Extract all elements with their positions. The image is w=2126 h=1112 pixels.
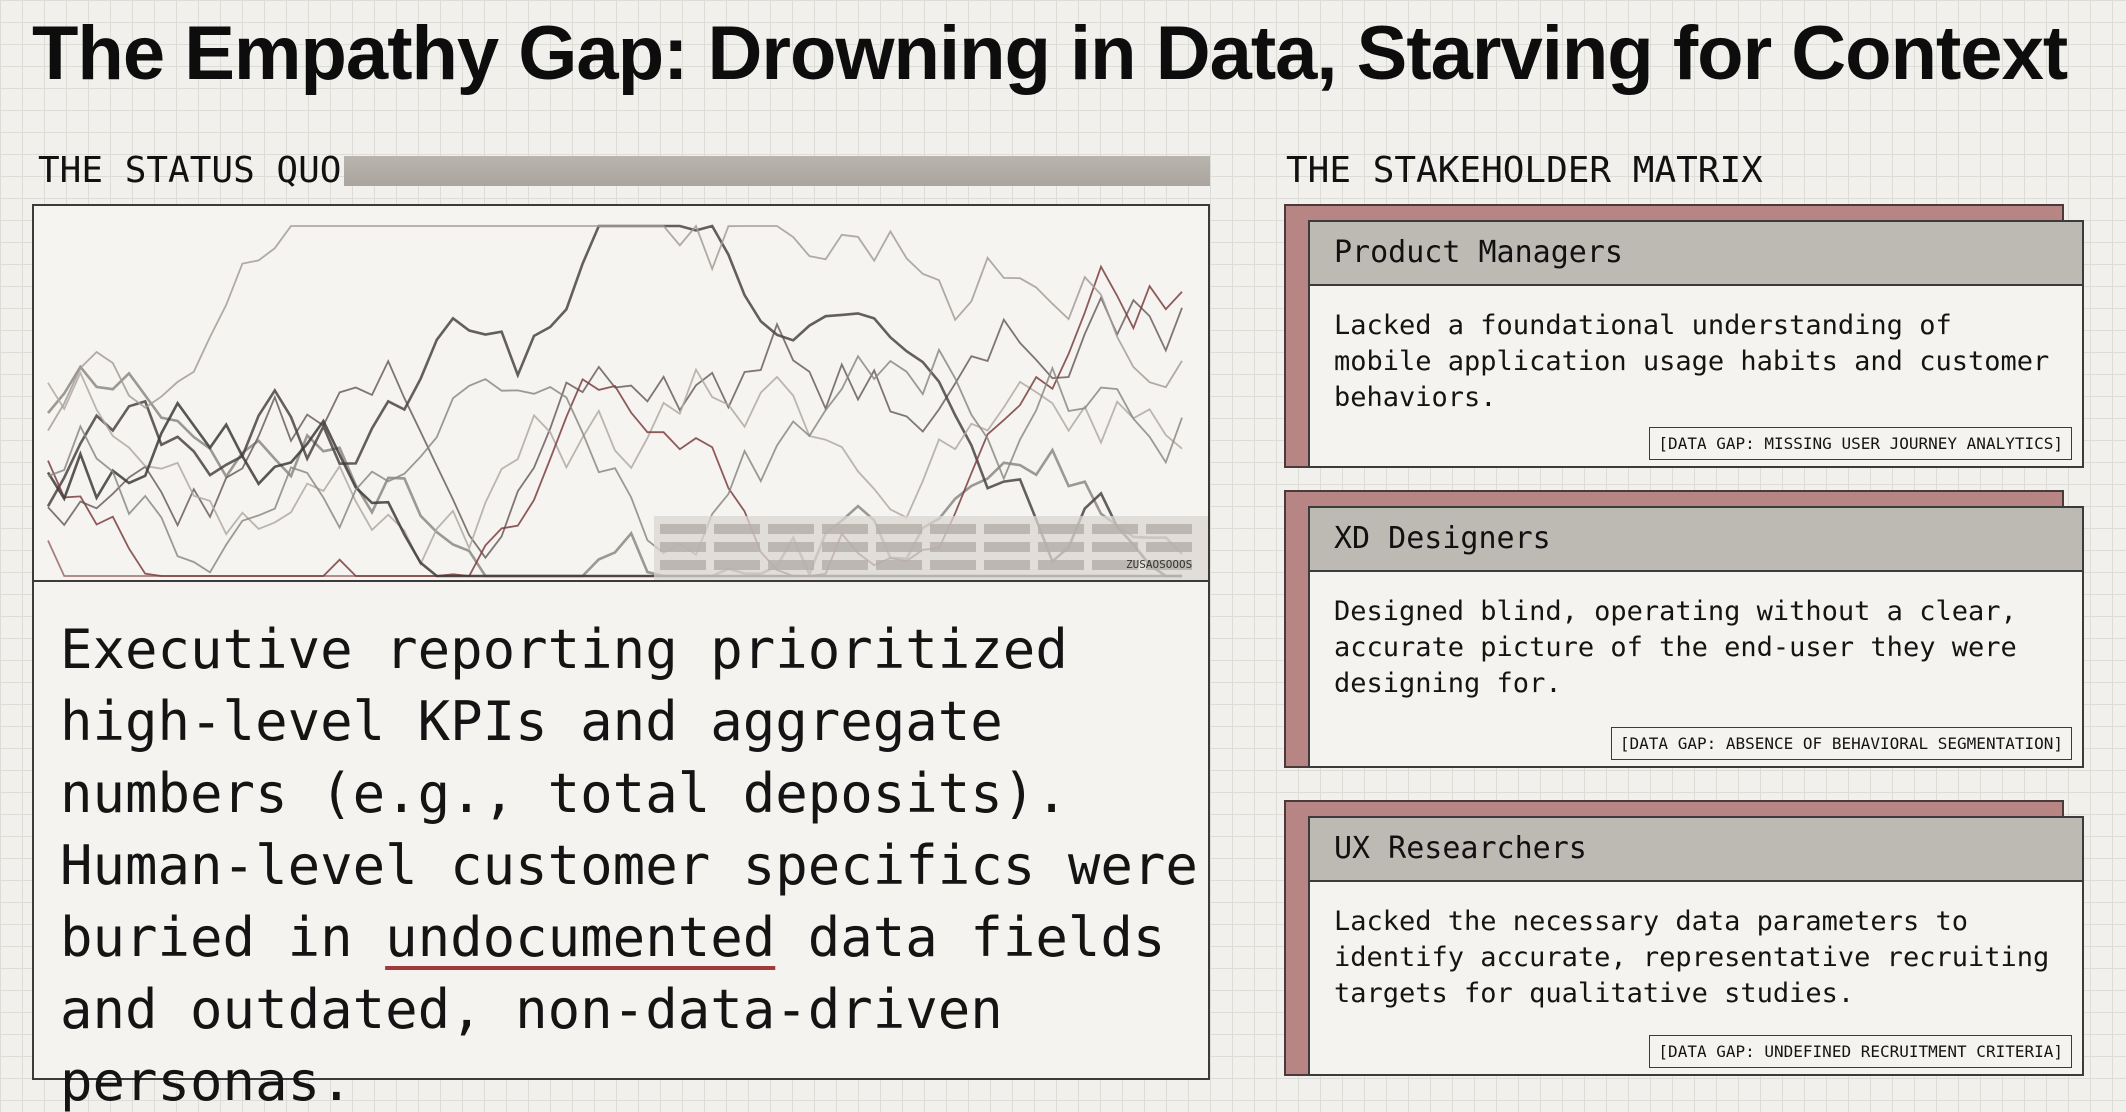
status-quo-label: THE STATUS QUO — [38, 150, 342, 191]
noisy-data-lines: ZUSAOSOOOS — [46, 224, 1208, 580]
card-face: UX Researchers Lacked the necessary data… — [1308, 816, 2084, 1076]
data-gap-tag: [DATA GAP: MISSING USER JOURNEY ANALYTIC… — [1649, 427, 2072, 460]
card-face: Product Managers Lacked a foundational u… — [1308, 220, 2084, 468]
data-gap-tag: [DATA GAP: ABSENCE OF BEHAVIORAL SEGMENT… — [1610, 727, 2072, 760]
data-table-fragment — [654, 516, 1208, 580]
noise-series-line — [46, 364, 1183, 578]
card-title: UX Researchers — [1310, 818, 2082, 882]
noisy-data-chart: ZUSAOSOOOS — [34, 206, 1208, 582]
stakeholder-matrix-label: THE STAKEHOLDER MATRIX — [1286, 150, 1763, 191]
status-text-highlight: undocumented — [385, 906, 776, 969]
card-title: Product Managers — [1310, 222, 2082, 286]
status-text-after: data fields and outdated, non-data-drive… — [60, 906, 1166, 1112]
noise-series-line — [47, 224, 1183, 432]
status-quo-panel: ZUSAOSOOOS Executive reporting prioritiz… — [32, 204, 1210, 1112]
status-quo-rule — [344, 156, 1210, 186]
table-code: ZUSAOSOOOS — [1126, 558, 1192, 571]
noise-series-line — [47, 367, 1183, 567]
data-gap-tag: [DATA GAP: UNDEFINED RECRUITMENT CRITERI… — [1649, 1035, 2072, 1068]
card-title: XD Designers — [1310, 508, 2082, 572]
card-body: Designed blind, operating without a clea… — [1334, 596, 2017, 699]
page-title: The Empathy Gap: Drowning in Data, Starv… — [32, 11, 2068, 96]
card-body: Lacked a foundational understanding of m… — [1334, 310, 2050, 413]
card-face: XD Designers Designed blind, operating w… — [1308, 506, 2084, 768]
stakeholder-card-xd-designers: XD Designers Designed blind, operating w… — [1284, 490, 2084, 768]
noise-series-line — [47, 264, 1183, 577]
card-body: Lacked the necessary data parameters to … — [1334, 906, 2050, 1009]
status-text-before: Executive reporting prioritized high-lev… — [60, 618, 1198, 969]
stakeholder-card-product-managers: Product Managers Lacked a foundational u… — [1284, 204, 2084, 468]
status-quo-text: Executive reporting prioritized high-lev… — [60, 614, 1200, 1112]
noise-series-line — [47, 347, 1183, 574]
stakeholder-card-ux-researchers: UX Researchers Lacked the necessary data… — [1284, 800, 2084, 1076]
